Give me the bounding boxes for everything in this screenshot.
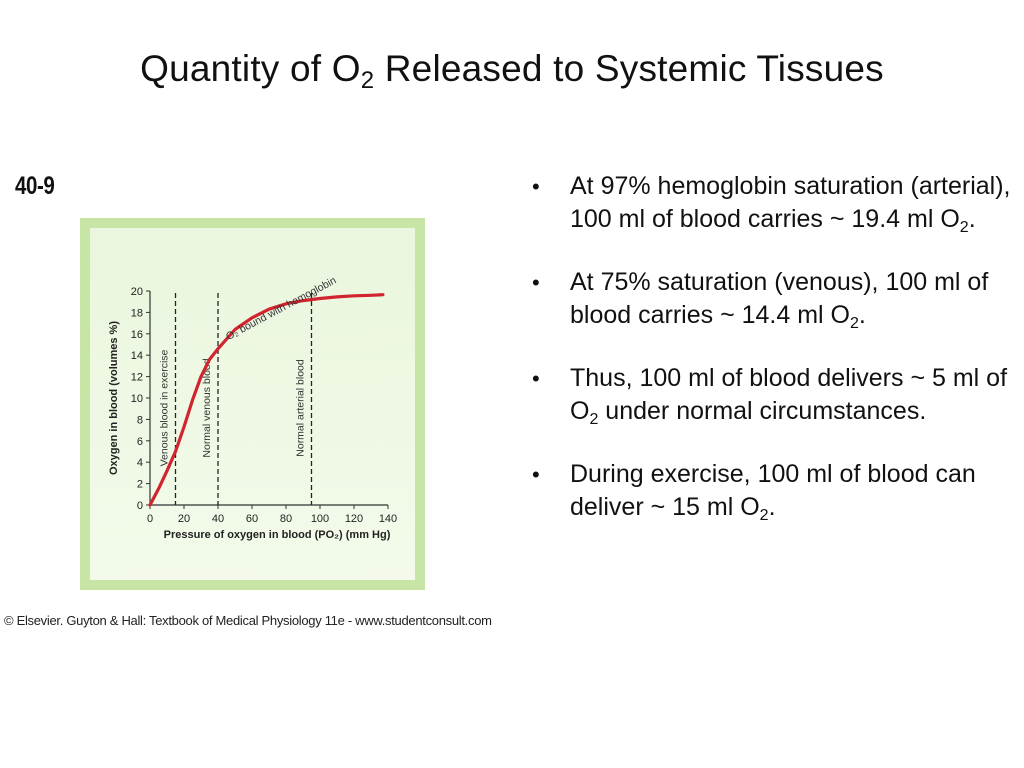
y-tick-label: 14 <box>131 350 143 362</box>
x-tick-label: 140 <box>379 513 397 525</box>
y-tick-label: 4 <box>137 457 143 469</box>
slide-title: Quantity of O2 Released to Systemic Tiss… <box>0 48 1024 93</box>
title-main: Quantity of O <box>140 48 361 89</box>
x-tick-label: 0 <box>147 513 153 525</box>
y-tick-label: 6 <box>137 436 143 448</box>
bullet-text: . <box>768 493 776 521</box>
bullet-item: At 97% hemoglobin saturation (arterial),… <box>532 170 1022 236</box>
bullet-item: At 75% saturation (venous), 100 ml of bl… <box>532 266 1022 332</box>
x-tick-label: 60 <box>246 513 258 525</box>
x-tick-label: 120 <box>345 513 363 525</box>
bullet-text: At 75% saturation (venous), 100 ml of bl… <box>570 268 989 329</box>
bullet-item: Thus, 100 ml of blood delivers ~ 5 ml of… <box>532 362 1022 428</box>
bullet-text: Thus, 100 ml of blood delivers ~ 5 ml of… <box>570 364 1008 425</box>
bullet-text: under normal circumstances. <box>598 397 927 425</box>
bullet-text: During exercise, 100 ml of blood can del… <box>570 460 976 521</box>
reference-line-label: Normal arterial blood <box>295 359 307 457</box>
bullet-subscript: 2 <box>759 507 769 524</box>
series-line-o2-bound-hemoglobin <box>148 293 385 507</box>
bullet-list: At 97% hemoglobin saturation (arterial),… <box>532 170 1022 554</box>
chart-panel-inner <box>90 228 415 580</box>
x-axis-title: Pressure of oxygen in blood (PO₂) (mm Hg… <box>164 529 391 541</box>
title-subscript: 2 <box>360 67 375 94</box>
y-tick-label: 2 <box>137 479 143 491</box>
y-tick-label: 18 <box>131 307 143 319</box>
y-tick-label: 0 <box>137 500 143 512</box>
y-tick-label: 12 <box>131 372 143 384</box>
reference-line-label: Normal venous blood <box>201 358 213 457</box>
bullet-text: . <box>858 301 866 329</box>
x-tick-label: 80 <box>280 513 292 525</box>
reference-line-label: Venous blood in exercise <box>159 349 171 466</box>
chart-panel <box>80 218 425 590</box>
x-tick-label: 20 <box>178 513 190 525</box>
figure-copyright: © Elsevier. Guyton & Hall: Textbook of M… <box>4 613 492 628</box>
bullet-item: During exercise, 100 ml of blood can del… <box>532 458 1022 524</box>
title-rest: Released to Systemic Tissues <box>374 48 884 89</box>
y-tick-label: 8 <box>137 414 143 426</box>
bullet-subscript: 2 <box>850 315 859 332</box>
bullet-subscript: 2 <box>959 219 969 236</box>
y-axis-title: Oxygen in blood (volumes %) <box>108 321 120 475</box>
oxygen-dissociation-chart: 0 2 4 6 8 10 12 14 16 18 20 0 20 40 60 80 100 120 140 Press… <box>108 274 397 541</box>
series-label: O₂ bound with hemoglobin <box>224 274 339 342</box>
bullet-text: At 97% hemoglobin saturation (arterial),… <box>570 172 1011 233</box>
y-tick-label: 20 <box>131 286 143 298</box>
x-tick-label: 100 <box>311 513 329 525</box>
figure-number: 40-9 <box>15 172 55 200</box>
x-tick-label: 40 <box>212 513 224 525</box>
y-tick-label: 16 <box>131 329 143 341</box>
y-tick-label: 10 <box>131 393 143 405</box>
bullet-subscript: 2 <box>589 411 599 428</box>
bullet-text: . <box>968 205 976 233</box>
